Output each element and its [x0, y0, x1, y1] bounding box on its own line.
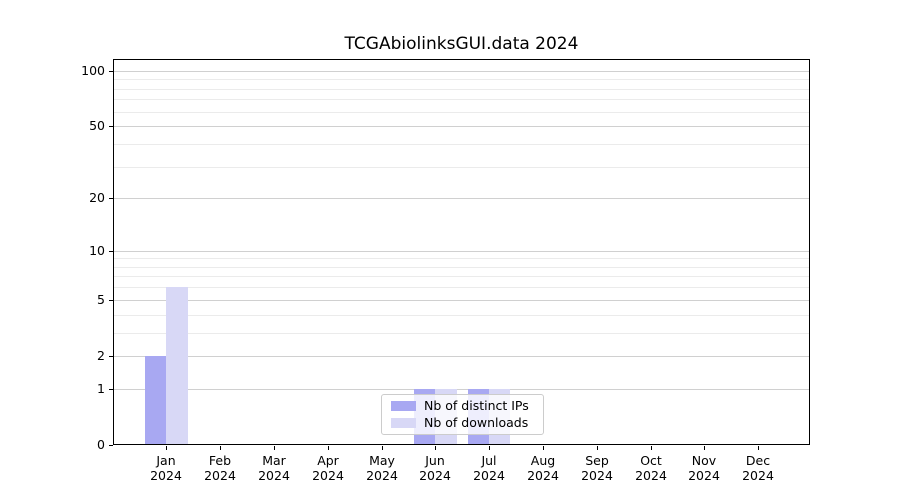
x-tick-month: Sep: [585, 453, 609, 468]
x-tick-label: Dec 2024: [726, 453, 790, 483]
x-tick-label: Nov 2024: [672, 453, 736, 483]
minor-gridline: [114, 144, 809, 145]
x-tick-year: 2024: [473, 468, 505, 483]
y-tick-mark: [109, 251, 113, 252]
x-tick-year: 2024: [419, 468, 451, 483]
x-tick-mark: [489, 446, 490, 450]
x-tick-year: 2024: [742, 468, 774, 483]
x-tick-year: 2024: [581, 468, 613, 483]
minor-gridline: [114, 89, 809, 90]
x-tick-year: 2024: [366, 468, 398, 483]
major-gridline: [114, 389, 809, 390]
major-gridline: [114, 300, 809, 301]
y-tick-label: 1: [97, 381, 105, 396]
x-tick-year: 2024: [527, 468, 559, 483]
y-tick-label: 50: [89, 118, 105, 133]
y-tick-label: 10: [89, 243, 105, 258]
x-tick-label: Oct 2024: [619, 453, 683, 483]
x-tick-label: Mar 2024: [242, 453, 306, 483]
x-tick-mark: [382, 446, 383, 450]
minor-gridline: [114, 79, 809, 80]
x-tick-year: 2024: [688, 468, 720, 483]
minor-gridline: [114, 258, 809, 259]
x-tick-label: Jul 2024: [457, 453, 521, 483]
x-tick-month: Jul: [481, 453, 497, 468]
minor-gridline: [114, 276, 809, 277]
x-tick-month: Jun: [425, 453, 445, 468]
y-tick-mark: [109, 389, 113, 390]
x-tick-label: Jun 2024: [403, 453, 467, 483]
x-tick-mark: [435, 446, 436, 450]
minor-gridline: [114, 112, 809, 113]
y-tick-mark: [109, 445, 113, 446]
x-tick-mark: [166, 446, 167, 450]
x-tick-month: Dec: [745, 453, 771, 468]
minor-gridline: [114, 287, 809, 288]
x-tick-year: 2024: [312, 468, 344, 483]
x-tick-year: 2024: [258, 468, 290, 483]
legend-label-distinct-ips: Nb of distinct IPs: [424, 397, 529, 413]
legend-swatch-downloads-icon: [391, 418, 416, 429]
x-tick-month: May: [369, 453, 395, 468]
major-gridline: [114, 356, 809, 357]
minor-gridline: [114, 315, 809, 316]
x-tick-mark: [651, 446, 652, 450]
bar-nb-of-distinct-ips-jan: [144, 355, 167, 444]
y-tick-label: 20: [89, 190, 105, 205]
y-tick-label: 0: [97, 437, 105, 452]
x-tick-label: Apr 2024: [296, 453, 360, 483]
x-tick-month: Nov: [691, 453, 717, 468]
y-tick-mark: [109, 356, 113, 357]
bar-nb-of-downloads-jan: [166, 287, 188, 444]
x-tick-mark: [274, 446, 275, 450]
x-tick-year: 2024: [204, 468, 236, 483]
x-tick-mark: [328, 446, 329, 450]
minor-gridline: [114, 267, 809, 268]
x-tick-month: Apr: [317, 453, 339, 468]
y-tick-label: 2: [97, 348, 105, 363]
x-tick-month: Oct: [640, 453, 662, 468]
minor-gridline: [114, 99, 809, 100]
major-gridline: [114, 126, 809, 127]
plot-area: [113, 59, 810, 445]
x-tick-label: Feb 2024: [188, 453, 252, 483]
x-tick-month: Mar: [262, 453, 286, 468]
x-tick-mark: [704, 446, 705, 450]
x-tick-month: Aug: [530, 453, 556, 468]
y-tick-label: 100: [81, 63, 105, 78]
y-tick-label: 5: [97, 292, 105, 307]
x-tick-mark: [597, 446, 598, 450]
chart-title: TCGAbiolinksGUI.data 2024: [344, 34, 579, 54]
x-tick-label: Sep 2024: [565, 453, 629, 483]
legend: Nb of distinct IPs Nb of downloads: [381, 394, 544, 435]
major-gridline: [114, 198, 809, 199]
legend-swatch-distinct-ips-icon: [391, 400, 416, 411]
legend-entry-distinct-ips: Nb of distinct IPs: [391, 397, 543, 413]
x-tick-mark: [758, 446, 759, 450]
y-tick-mark: [109, 71, 113, 72]
x-tick-label: Aug 2024: [511, 453, 575, 483]
y-tick-mark: [109, 198, 113, 199]
x-tick-month: Feb: [208, 453, 232, 468]
y-tick-mark: [109, 300, 113, 301]
minor-gridline: [114, 333, 809, 334]
x-tick-month: Jan: [156, 453, 176, 468]
x-tick-mark: [543, 446, 544, 450]
x-tick-label: Jan 2024: [134, 453, 198, 483]
minor-gridline: [114, 167, 809, 168]
x-tick-label: May 2024: [350, 453, 414, 483]
x-tick-year: 2024: [150, 468, 182, 483]
legend-entry-downloads: Nb of downloads: [391, 416, 543, 430]
x-tick-mark: [220, 446, 221, 450]
legend-label-downloads: Nb of downloads: [424, 415, 529, 431]
major-gridline: [114, 71, 809, 72]
x-tick-year: 2024: [635, 468, 667, 483]
major-gridline: [114, 251, 809, 252]
y-tick-mark: [109, 126, 113, 127]
